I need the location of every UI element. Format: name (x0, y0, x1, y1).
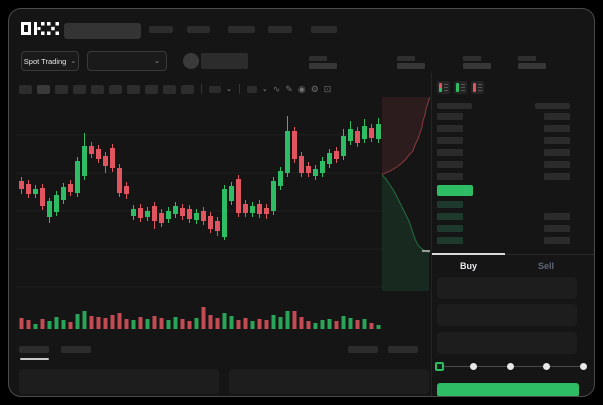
bid-row[interactable] (437, 225, 463, 232)
tab-sell[interactable]: Sell (537, 261, 554, 271)
okx-logo (21, 22, 59, 35)
chevron-down-icon: ⌄ (70, 57, 77, 65)
slider-stop-100pct[interactable] (580, 363, 587, 370)
orderbook-panel: Buy Sell (431, 73, 594, 396)
active-tab-underline (20, 358, 49, 360)
timeframe-button[interactable] (127, 84, 140, 94)
bottom-tab-action[interactable] (388, 346, 418, 353)
total-input[interactable] (437, 332, 577, 354)
buy-tab-indicator (432, 253, 505, 255)
ask-row-amount (544, 161, 570, 168)
depth-chart (382, 97, 430, 291)
screenshot-icon[interactable]: ◉ (297, 84, 306, 94)
ask-row[interactable] (437, 113, 463, 120)
slider-stop-50pct[interactable] (507, 363, 514, 370)
amount-input[interactable] (437, 304, 577, 326)
timeframe-button[interactable] (37, 84, 50, 94)
book-view-all-icon[interactable] (437, 81, 450, 94)
timeframe-button[interactable] (91, 84, 104, 94)
bottom-tab-action[interactable] (348, 346, 378, 353)
indicator-selector[interactable] (209, 85, 221, 93)
ask-row-amount (544, 173, 570, 180)
orders-panel-placeholder (229, 369, 429, 394)
bid-row[interactable] (437, 213, 463, 220)
slider-handle-0pct[interactable] (435, 361, 444, 371)
nav-item[interactable] (187, 26, 210, 33)
book-view-bids-icon[interactable] (454, 81, 467, 94)
ask-row[interactable] (437, 137, 463, 144)
draw-tool-icon[interactable]: ✎ (285, 84, 293, 94)
timeframe-button[interactable] (19, 84, 32, 94)
bid-row[interactable] (437, 201, 463, 208)
ask-row[interactable] (437, 161, 463, 168)
bid-row-amount (544, 225, 570, 232)
market-type-selector[interactable]: Spot Trading ⌄ (21, 51, 79, 71)
nav-item[interactable] (228, 26, 255, 33)
timeframe-button[interactable] (181, 84, 194, 94)
sell-tab-track (505, 254, 594, 255)
slider-stop-25pct[interactable] (470, 363, 477, 370)
ask-row[interactable] (437, 125, 463, 132)
ticker-stat (463, 56, 491, 69)
ticker-stat (309, 56, 337, 69)
ask-row-amount (544, 137, 570, 144)
nav-item[interactable] (311, 26, 337, 33)
ticker-stat (397, 56, 425, 69)
timeframe-button[interactable] (145, 84, 158, 94)
bid-row[interactable] (437, 237, 463, 244)
bid-row-amount (544, 237, 570, 244)
timeframe-button[interactable] (163, 84, 176, 94)
pair-selector[interactable]: ⌄ (87, 51, 167, 71)
buy-submit-button[interactable] (437, 383, 579, 396)
orders-panel-placeholder (19, 369, 219, 394)
chevron-down-icon[interactable]: ⌄ (226, 85, 232, 93)
ask-row-amount (544, 125, 570, 132)
app-window: Spot Trading ⌄ ⌄ ⌄ ⌄ ∿ ✎ ◉ ⚙ ⊡ (8, 8, 595, 397)
ticker-stat (518, 56, 546, 69)
bottom-tab-history[interactable] (61, 346, 91, 353)
ask-row[interactable] (437, 173, 463, 180)
market-type-label: Spot Trading (23, 56, 67, 66)
book-view-asks-icon[interactable] (471, 81, 484, 94)
last-price-axis-tick (422, 250, 430, 252)
toolbar-divider (238, 84, 240, 94)
chart-style-selector[interactable] (246, 85, 257, 93)
book-header-price (437, 103, 472, 109)
candlestick-chart[interactable] (16, 97, 384, 331)
chevron-down-icon: ⌄ (154, 57, 160, 65)
bid-row-amount (544, 213, 570, 220)
toolbar-divider (201, 84, 202, 94)
ask-row[interactable] (437, 149, 463, 156)
last-price-bar[interactable] (437, 185, 473, 196)
price-input[interactable] (437, 277, 577, 299)
amount-slider[interactable] (435, 361, 587, 371)
fullscreen-icon[interactable]: ⊡ (323, 84, 332, 94)
slider-stop-75pct[interactable] (543, 363, 550, 370)
search-input[interactable] (64, 23, 141, 39)
timeframe-button[interactable] (109, 84, 122, 94)
chart-toolbar: ⌄ ⌄ ∿ ✎ ◉ ⚙ ⊡ (19, 83, 331, 95)
chart-settings-icon[interactable]: ⚙ (310, 84, 319, 94)
tab-buy[interactable]: Buy (459, 261, 477, 271)
bottom-tab-orders[interactable] (19, 346, 49, 353)
pair-name-placeholder (201, 53, 248, 69)
nav-item[interactable] (149, 26, 173, 33)
nav-item[interactable] (268, 26, 292, 33)
timeframe-button[interactable] (73, 84, 86, 94)
line-tool-icon[interactable]: ∿ (272, 84, 281, 94)
ask-row-amount (544, 149, 570, 156)
ask-row-amount (544, 113, 570, 120)
chevron-down-icon[interactable]: ⌄ (261, 85, 268, 93)
timeframe-button[interactable] (55, 84, 68, 94)
book-header-amount (535, 103, 570, 109)
coin-avatar (183, 53, 199, 69)
